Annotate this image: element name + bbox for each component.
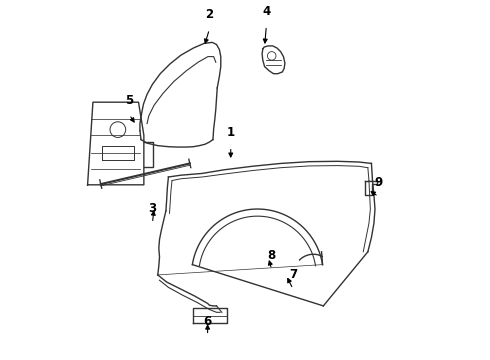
Text: 7: 7: [289, 268, 297, 281]
Text: 2: 2: [205, 8, 214, 21]
Text: 8: 8: [268, 249, 276, 262]
Text: 4: 4: [262, 5, 270, 18]
Text: 6: 6: [203, 315, 212, 328]
Text: 3: 3: [148, 202, 156, 215]
Text: 9: 9: [374, 176, 383, 189]
Text: 1: 1: [227, 126, 235, 139]
Text: 5: 5: [125, 94, 133, 107]
